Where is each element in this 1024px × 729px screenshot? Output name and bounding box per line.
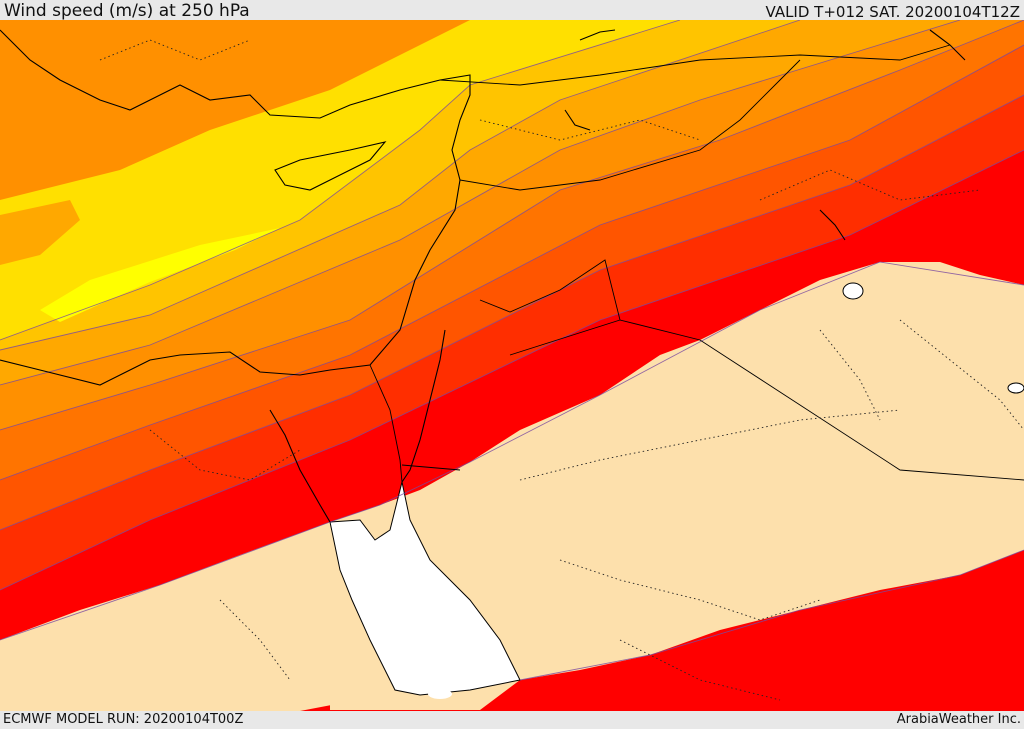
lake-east xyxy=(1007,382,1024,394)
lake-south xyxy=(428,689,452,699)
credit: ArabiaWeather Inc. xyxy=(896,712,1021,727)
province-borders xyxy=(99,39,1024,701)
borders xyxy=(369,44,1024,483)
wind-band-1b xyxy=(0,200,80,265)
header-bar: Wind speed (m/s) at 250 hPa VALID T+012 … xyxy=(0,0,1024,21)
low-wind-area-egypt xyxy=(0,522,410,711)
wind-speed-map xyxy=(0,20,1024,711)
gulf-lake xyxy=(842,282,864,300)
footer-bar: ECMWF MODEL RUN: 20200104T00Z ArabiaWeat… xyxy=(0,711,1024,729)
wind-band-1 xyxy=(0,20,470,200)
wind-band-0 xyxy=(40,228,280,322)
model-run: ECMWF MODEL RUN: 20200104T00Z xyxy=(3,712,244,727)
low-wind-area-arabia xyxy=(330,262,1024,710)
cyprus xyxy=(274,141,387,191)
red-sea xyxy=(329,481,521,696)
valid-time: VALID T+012 SAT. 20200104T12Z xyxy=(765,3,1020,21)
coastlines xyxy=(0,29,966,523)
contour-lines xyxy=(0,20,1024,681)
map-title: Wind speed (m/s) at 250 hPa xyxy=(4,1,250,21)
